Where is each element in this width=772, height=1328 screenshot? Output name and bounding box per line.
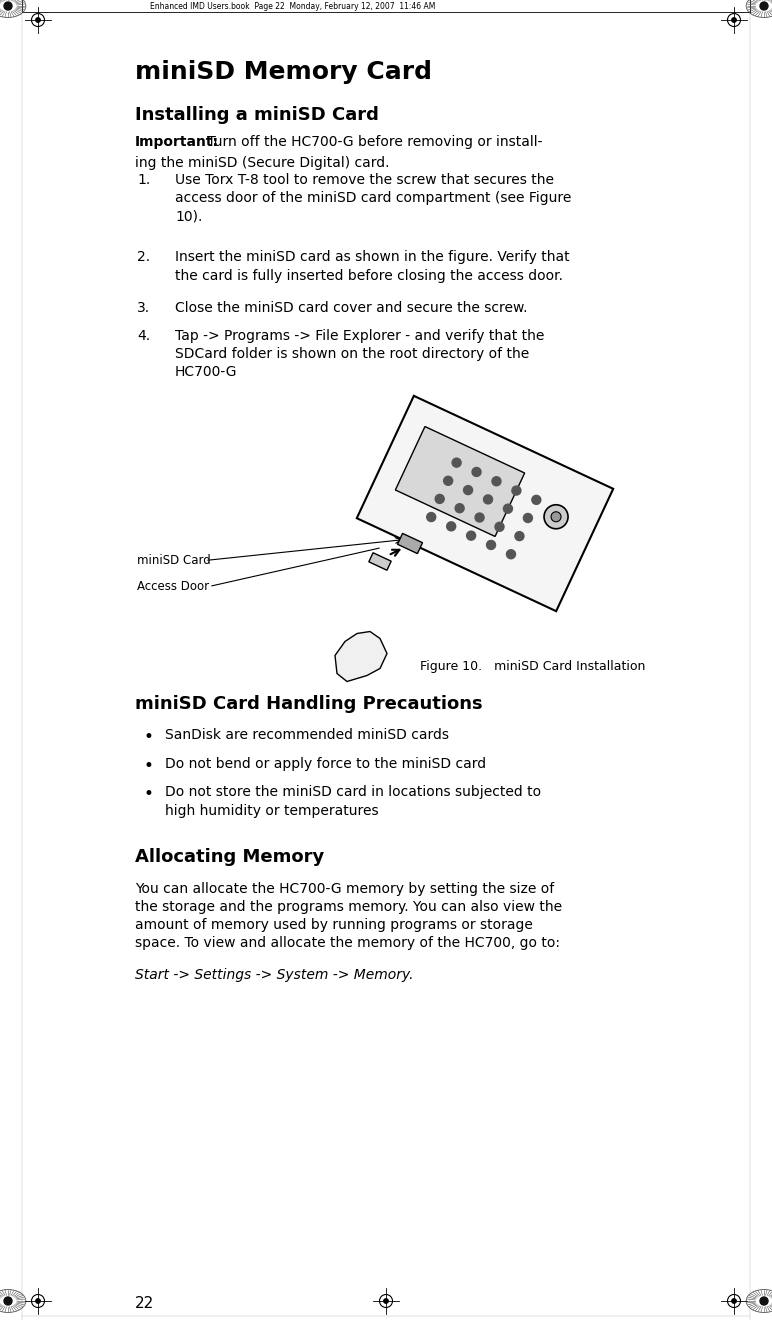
Circle shape — [532, 495, 541, 505]
Circle shape — [466, 531, 476, 540]
Text: 4.: 4. — [137, 329, 150, 343]
Text: You can allocate the HC700-G memory by setting the size of
the storage and the p: You can allocate the HC700-G memory by s… — [135, 882, 562, 950]
Text: Figure 10.   miniSD Card Installation: Figure 10. miniSD Card Installation — [420, 660, 645, 673]
Polygon shape — [395, 426, 525, 537]
Polygon shape — [335, 632, 387, 681]
Text: Start -> Settings -> System -> Memory.: Start -> Settings -> System -> Memory. — [135, 968, 414, 983]
Text: •: • — [143, 729, 153, 746]
Text: •: • — [143, 757, 153, 776]
Text: Tap -> Programs -> File Explorer - and verify that the
SDCard folder is shown on: Tap -> Programs -> File Explorer - and v… — [175, 329, 544, 380]
Text: •: • — [143, 785, 153, 803]
Text: miniSD Card Handling Precautions: miniSD Card Handling Precautions — [135, 696, 482, 713]
Circle shape — [36, 1299, 40, 1303]
Circle shape — [760, 1297, 768, 1305]
Text: miniSD Card: miniSD Card — [137, 554, 211, 567]
Text: Do not store the miniSD card in locations subjected to
high humidity or temperat: Do not store the miniSD card in location… — [165, 785, 541, 818]
Circle shape — [455, 503, 464, 513]
Circle shape — [486, 540, 496, 550]
Circle shape — [483, 495, 493, 503]
Circle shape — [447, 522, 455, 531]
Circle shape — [503, 505, 513, 513]
Circle shape — [492, 477, 501, 486]
Text: 2.: 2. — [137, 251, 150, 264]
Polygon shape — [357, 396, 613, 611]
Text: Close the miniSD card cover and secure the screw.: Close the miniSD card cover and secure t… — [175, 301, 527, 316]
Text: Installing a miniSD Card: Installing a miniSD Card — [135, 106, 379, 124]
Circle shape — [544, 505, 568, 529]
Circle shape — [523, 514, 533, 522]
Circle shape — [472, 467, 481, 477]
Text: Allocating Memory: Allocating Memory — [135, 849, 324, 866]
Circle shape — [732, 17, 736, 23]
Text: 3.: 3. — [137, 301, 150, 316]
Circle shape — [732, 1299, 736, 1303]
Circle shape — [4, 1297, 12, 1305]
Text: 1.: 1. — [137, 173, 151, 187]
Text: Turn off the HC700-G before removing or install-: Turn off the HC700-G before removing or … — [203, 135, 543, 149]
Circle shape — [435, 494, 444, 503]
Text: Insert the miniSD card as shown in the figure. Verify that
the card is fully ins: Insert the miniSD card as shown in the f… — [175, 251, 570, 283]
Circle shape — [515, 531, 524, 540]
Circle shape — [506, 550, 516, 559]
Text: Enhanced IMD Users.book  Page 22  Monday, February 12, 2007  11:46 AM: Enhanced IMD Users.book Page 22 Monday, … — [150, 3, 435, 12]
Polygon shape — [369, 552, 391, 570]
Circle shape — [475, 513, 484, 522]
Circle shape — [495, 522, 504, 531]
Text: Do not bend or apply force to the miniSD card: Do not bend or apply force to the miniSD… — [165, 757, 486, 772]
Text: SanDisk are recommended miniSD cards: SanDisk are recommended miniSD cards — [165, 729, 449, 742]
Polygon shape — [398, 534, 422, 554]
Circle shape — [452, 458, 461, 467]
Text: Important:: Important: — [135, 135, 219, 149]
Circle shape — [551, 511, 561, 522]
Text: Use Torx T-8 tool to remove the screw that secures the
access door of the miniSD: Use Torx T-8 tool to remove the screw th… — [175, 173, 571, 223]
Circle shape — [36, 17, 40, 23]
Text: 22: 22 — [135, 1296, 154, 1311]
Circle shape — [463, 486, 472, 494]
Circle shape — [4, 3, 12, 11]
Circle shape — [444, 477, 452, 485]
Text: Access Door: Access Door — [137, 580, 209, 594]
Text: miniSD Memory Card: miniSD Memory Card — [135, 60, 432, 84]
Circle shape — [384, 1299, 388, 1303]
Circle shape — [427, 513, 435, 522]
Circle shape — [760, 3, 768, 11]
Circle shape — [512, 486, 521, 495]
Text: ing the miniSD (Secure Digital) card.: ing the miniSD (Secure Digital) card. — [135, 157, 390, 170]
